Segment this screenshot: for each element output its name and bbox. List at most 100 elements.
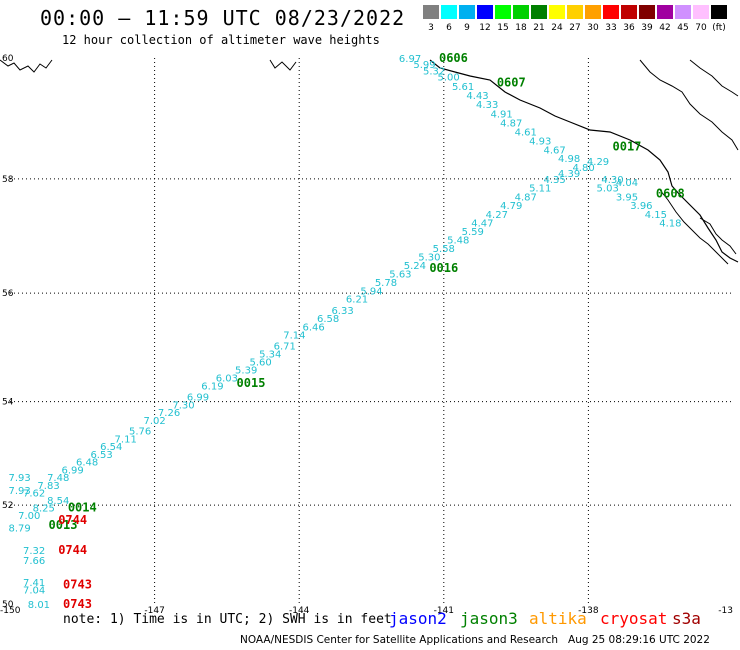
lat-tick-label: 60 bbox=[2, 54, 14, 64]
wave-height-value: 7.93 bbox=[9, 486, 31, 497]
scale-label: 39 bbox=[641, 23, 653, 33]
wave-height-value: 4.67 bbox=[544, 145, 566, 156]
track-time-label: 0744 bbox=[58, 513, 87, 527]
wave-height-value: 5.32 bbox=[423, 66, 445, 77]
wave-height-value: 4.29 bbox=[587, 157, 609, 168]
wave-height-value: 7.66 bbox=[23, 556, 45, 567]
wave-height-value: 7.62 bbox=[23, 488, 45, 499]
wave-height-value: 6.99 bbox=[62, 465, 84, 476]
wave-height-value: 8.01 bbox=[28, 600, 50, 611]
scale-label: 27 bbox=[569, 23, 581, 33]
track-labels: 0606060700170608001600150014001307440744… bbox=[49, 51, 685, 611]
scale-swatch bbox=[477, 5, 493, 19]
lon-tick-label: -141 bbox=[434, 606, 454, 616]
scale-label: 21 bbox=[533, 23, 545, 33]
wave-height-value: 3.95 bbox=[616, 192, 638, 203]
scale-label: 33 bbox=[605, 23, 617, 33]
legend-jason3: jason3 bbox=[460, 609, 518, 628]
wave-height-value: 6.54 bbox=[100, 442, 122, 453]
wave-height-value: 5.76 bbox=[129, 427, 151, 438]
wave-height-value: 6.03 bbox=[216, 374, 238, 385]
scale-swatch bbox=[423, 5, 439, 19]
wave-height-points: 6.975.995.325.005.614.434.334.914.874.61… bbox=[9, 54, 682, 611]
wave-height-value: 7.30 bbox=[172, 400, 194, 411]
scale-swatch bbox=[693, 5, 709, 19]
scale-label: 42 bbox=[659, 23, 671, 33]
lat-tick-label: 50 bbox=[2, 600, 14, 610]
lat-tick-label: 58 bbox=[2, 175, 14, 185]
scale-label: 6 bbox=[446, 23, 452, 33]
alaska-mainland-coast bbox=[429, 59, 739, 263]
wave-height-value: 6.53 bbox=[90, 450, 112, 461]
scale-label: 9 bbox=[464, 23, 470, 33]
legend-s3a: s3a bbox=[672, 609, 701, 628]
wave-height-value: 4.15 bbox=[645, 210, 667, 221]
scale-swatch bbox=[531, 5, 547, 19]
footnote: note: 1) Time is in UTC; 2) SWH is in fe… bbox=[63, 612, 392, 627]
wave-height-value: 4.98 bbox=[558, 154, 580, 165]
scale-swatch bbox=[585, 5, 601, 19]
axis-labels: -150 -147 -144 -141 -138 -13 60 58 56 54 52 50 bbox=[0, 54, 733, 616]
scale-swatch bbox=[441, 5, 457, 19]
track-time-label: 0743 bbox=[63, 597, 92, 611]
wave-height-value: 7.11 bbox=[115, 434, 137, 445]
wave-height-value: 3.96 bbox=[630, 201, 652, 212]
coastline bbox=[0, 59, 739, 265]
wave-height-value: 5.11 bbox=[529, 184, 551, 195]
wave-height-value: 5.24 bbox=[404, 261, 426, 272]
wave-height-value: 8.79 bbox=[9, 524, 31, 535]
wave-height-value: 6.46 bbox=[303, 322, 325, 333]
wave-height-value: 5.99 bbox=[413, 60, 435, 71]
wave-height-value: 7.83 bbox=[37, 481, 59, 492]
track-time-label: 0743 bbox=[63, 578, 92, 592]
scale-label: 70 bbox=[695, 23, 707, 33]
wave-height-value: 6.19 bbox=[201, 382, 223, 393]
wave-height-value: 4.80 bbox=[572, 163, 594, 174]
scale-swatch bbox=[567, 5, 583, 19]
lon-tick-label: -150 bbox=[0, 606, 21, 616]
map-subtitle: 12 hour collection of altimeter wave hei… bbox=[62, 33, 380, 47]
credit-line: NOAA/NESDIS Center for Satellite Applica… bbox=[240, 634, 710, 646]
scale-label: 15 bbox=[497, 23, 509, 33]
wave-height-value: 4.33 bbox=[476, 100, 498, 111]
wave-height-color-scale: 3 6 9 12 15 18 21 24 27 30 33 36 39 42 45 70 (ft) bbox=[423, 5, 727, 33]
wave-height-value: 6.48 bbox=[76, 458, 98, 469]
scale-swatch bbox=[459, 5, 475, 19]
wave-height-value: 7.48 bbox=[47, 473, 69, 484]
lat-tick-label: 54 bbox=[2, 398, 14, 408]
track-time-label: 0015 bbox=[237, 376, 266, 390]
wave-height-value: 7.26 bbox=[158, 408, 180, 419]
wave-height-value: 7.32 bbox=[23, 546, 45, 557]
wave-height-value: 6.58 bbox=[317, 314, 339, 325]
wave-height-value: 7.00 bbox=[18, 511, 40, 522]
scale-swatch bbox=[603, 5, 619, 19]
wave-height-value: 5.03 bbox=[597, 184, 619, 195]
scale-label: (ft) bbox=[712, 23, 726, 33]
wave-height-value: 5.39 bbox=[235, 366, 257, 377]
lat-tick-label: 56 bbox=[2, 289, 14, 299]
wave-height-value: 4.35 bbox=[544, 175, 566, 186]
scale-label: 45 bbox=[677, 23, 689, 33]
legend-cryosat: cryosat bbox=[600, 609, 668, 628]
wave-height-value: 6.97 bbox=[399, 54, 421, 65]
inland-ridge bbox=[689, 59, 739, 97]
wave-height-value: 7.93 bbox=[9, 473, 31, 484]
lon-tick-label: -144 bbox=[289, 606, 310, 616]
wave-height-value: 4.27 bbox=[486, 210, 508, 221]
wave-height-value: 6.21 bbox=[346, 295, 368, 306]
wave-height-value: 8.25 bbox=[33, 504, 55, 515]
track-time-label: 0607 bbox=[497, 76, 526, 90]
wave-height-value: 4.47 bbox=[471, 218, 493, 229]
track-time-label: 0606 bbox=[439, 51, 468, 65]
wave-height-value: 4.30 bbox=[601, 175, 623, 186]
wave-height-value: 4.93 bbox=[529, 136, 551, 147]
inner-coast bbox=[639, 59, 739, 151]
track-time-label: 0013 bbox=[49, 518, 78, 532]
scale-label: 3 bbox=[428, 23, 434, 33]
archipelago-coast bbox=[699, 217, 737, 255]
track-time-label: 0017 bbox=[613, 139, 642, 153]
wave-height-value: 4.87 bbox=[515, 192, 537, 203]
wave-height-value: 7.04 bbox=[23, 585, 45, 596]
wave-height-value: 5.60 bbox=[250, 358, 272, 369]
wave-height-value: 4.87 bbox=[500, 118, 522, 129]
